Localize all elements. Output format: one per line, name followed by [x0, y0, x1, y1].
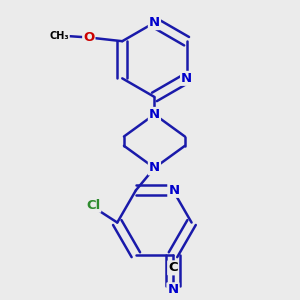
Text: N: N [181, 72, 192, 85]
Text: Cl: Cl [86, 199, 100, 212]
Text: C: C [168, 261, 178, 274]
Text: N: N [167, 283, 178, 296]
Text: N: N [149, 108, 160, 121]
Text: CH₃: CH₃ [50, 31, 69, 40]
Text: N: N [149, 16, 160, 29]
Text: O: O [83, 31, 94, 44]
Text: N: N [149, 161, 160, 174]
Text: N: N [168, 184, 179, 197]
